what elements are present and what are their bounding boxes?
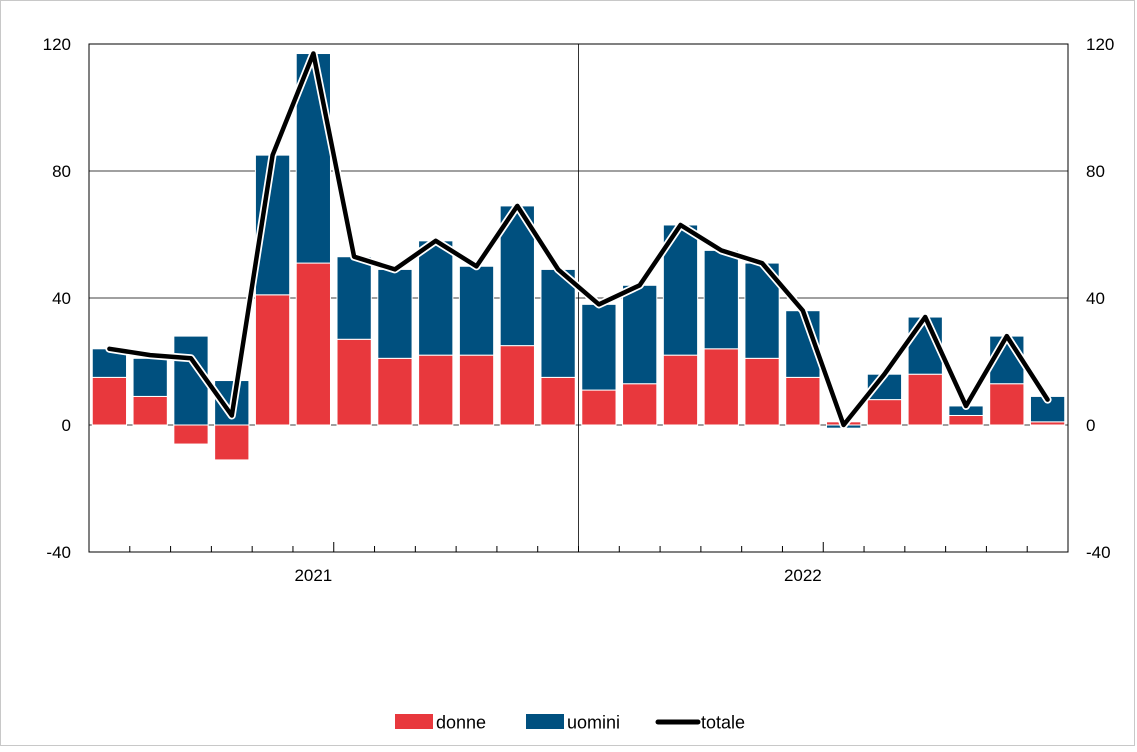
bar-donne xyxy=(337,339,371,425)
y-tick-label-right: 80 xyxy=(1086,162,1105,181)
bar-donne xyxy=(745,358,779,425)
y-tick-label-right: 120 xyxy=(1086,35,1114,54)
legend-swatch-uomini xyxy=(526,714,564,729)
bar-donne xyxy=(990,384,1024,425)
legend: donne uomini totale xyxy=(395,713,745,733)
y-tick-label-left: 120 xyxy=(43,35,71,54)
bar-donne xyxy=(215,425,249,460)
x-tick-label: 2021 xyxy=(294,566,332,585)
y-tick-label-left: 40 xyxy=(52,289,71,308)
bar-donne xyxy=(255,295,289,425)
bar-uomini xyxy=(337,257,371,340)
bar-donne xyxy=(623,384,657,425)
bar-uomini xyxy=(582,304,616,390)
bar-donne xyxy=(92,377,126,425)
bar-donne xyxy=(378,358,412,425)
bar-donne xyxy=(949,415,983,425)
y-tick-label-left: -40 xyxy=(46,543,71,562)
bar-donne xyxy=(296,263,330,425)
legend-label-totale: totale xyxy=(701,713,745,733)
y-tick-label-right: 40 xyxy=(1086,289,1105,308)
legend-swatch-donne xyxy=(395,714,433,729)
bar-donne xyxy=(582,390,616,425)
bar-donne xyxy=(908,374,942,425)
bar-donne xyxy=(704,349,738,425)
y-tick-label-left: 80 xyxy=(52,162,71,181)
y-tick-label-right: 0 xyxy=(1086,416,1095,435)
bar-uomini xyxy=(378,269,412,358)
y-tick-label-left: 0 xyxy=(62,416,71,435)
bar-donne xyxy=(419,355,453,425)
y-tick-label-right: -40 xyxy=(1086,543,1111,562)
bar-donne xyxy=(500,346,534,425)
bar-donne xyxy=(133,396,167,425)
gridlines xyxy=(89,44,1068,552)
bar-donne xyxy=(786,377,820,425)
bar-uomini xyxy=(133,358,167,396)
bar-uomini xyxy=(704,250,738,348)
bar-uomini xyxy=(541,269,575,377)
bar-uomini xyxy=(623,285,657,383)
bar-uomini xyxy=(419,241,453,355)
legend-label-uomini: uomini xyxy=(567,713,620,733)
bar-donne xyxy=(867,400,901,425)
legend-label-donne: donne xyxy=(436,713,486,733)
bar-donne xyxy=(541,377,575,425)
bar-donne xyxy=(174,425,208,444)
x-tick-label: 2022 xyxy=(784,566,822,585)
bar-donne xyxy=(459,355,493,425)
bar-donne xyxy=(663,355,697,425)
bar-uomini xyxy=(459,266,493,355)
